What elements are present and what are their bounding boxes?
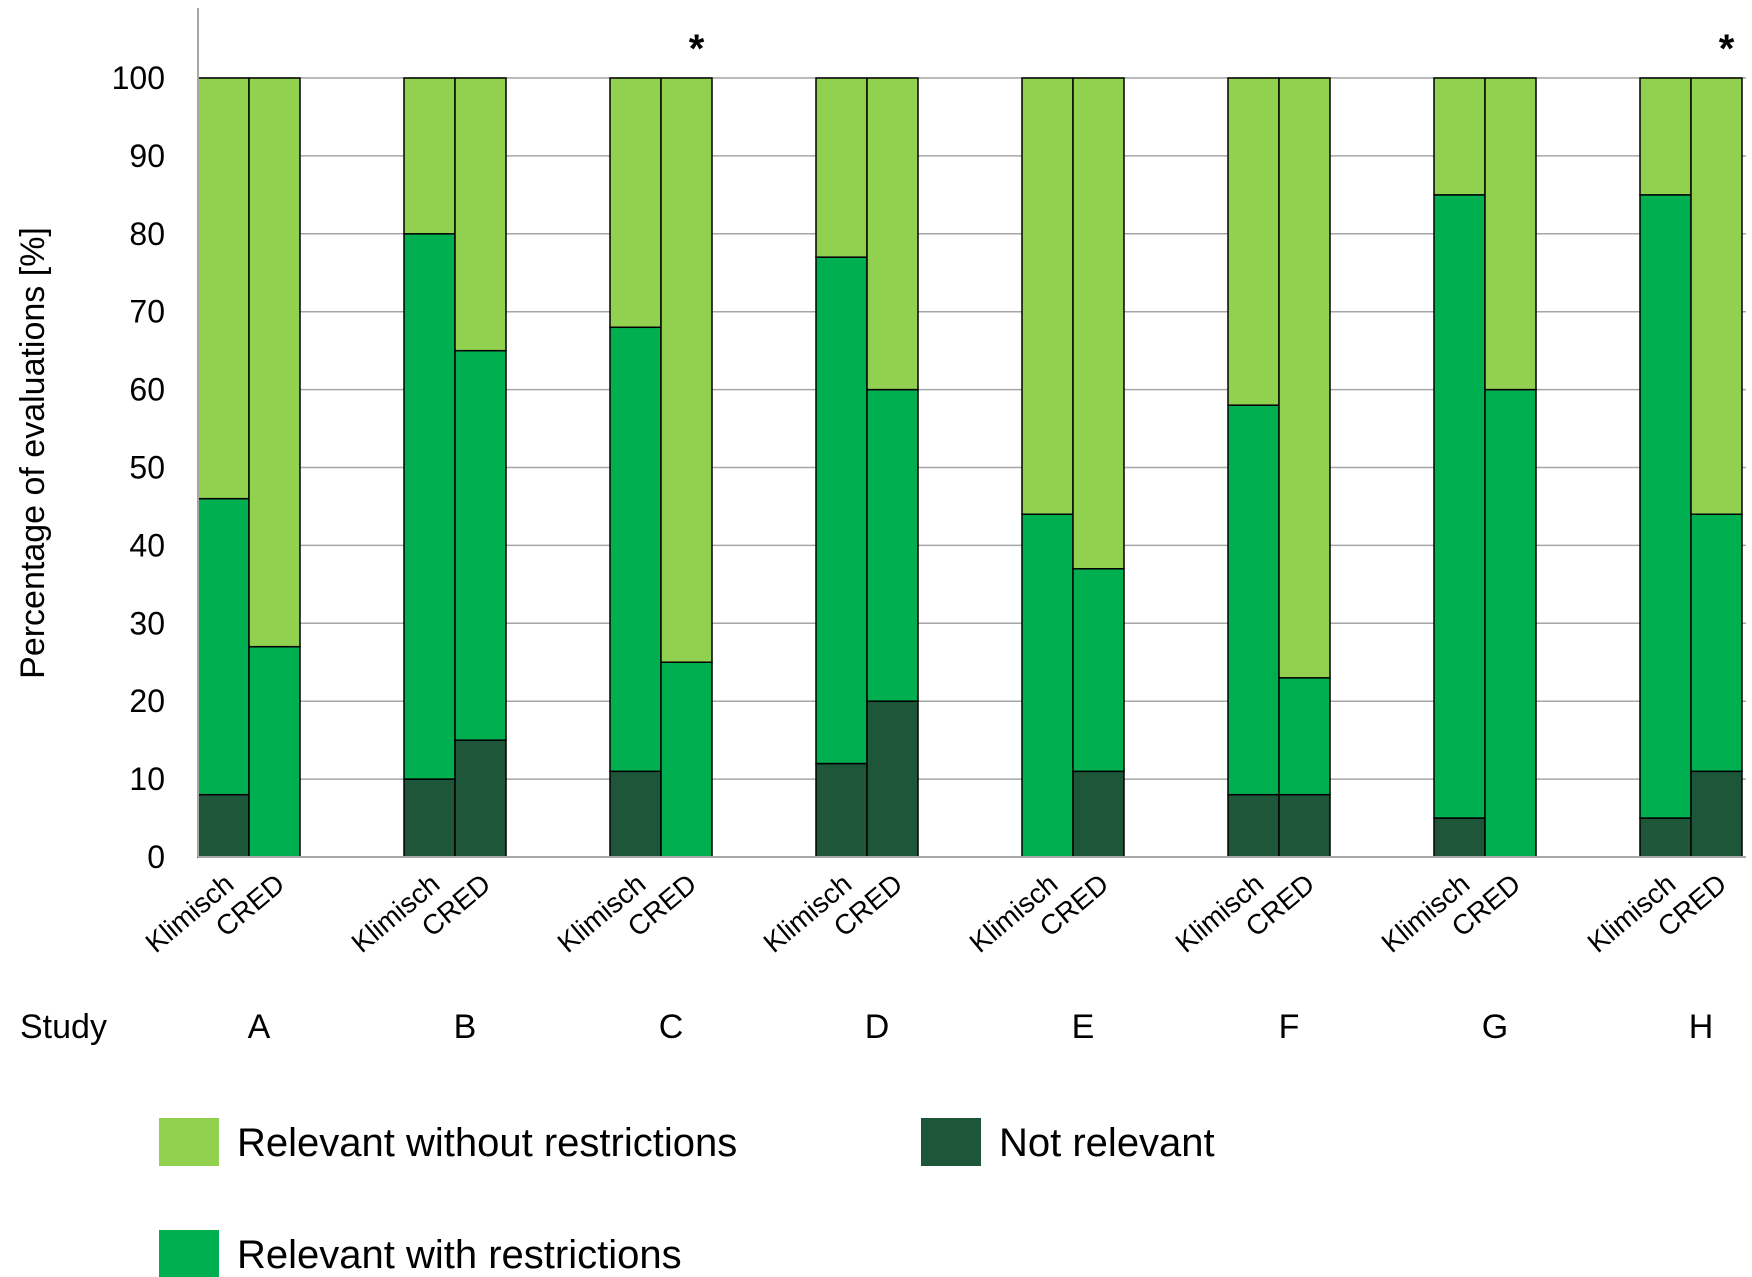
bar-segment-with-restrictions xyxy=(248,645,301,858)
legend-swatch-with-restrictions xyxy=(159,1230,219,1277)
study-label: D xyxy=(865,1008,890,1046)
bar-segment-with-restrictions xyxy=(1021,513,1074,858)
y-tick-label: 100 xyxy=(112,60,165,96)
bar-segment-not-relevant xyxy=(1639,817,1692,858)
bar-segment-with-restrictions xyxy=(403,233,456,780)
significance-marker: * xyxy=(1719,27,1735,71)
bar-segment-without-restrictions xyxy=(1072,77,1125,570)
y-tick-labels: 0 10 20 30 40 50 60 70 80 90 100 xyxy=(112,60,165,875)
bar-segment-not-relevant xyxy=(197,793,250,858)
study-label: A xyxy=(248,1008,271,1046)
bar-segment-with-restrictions xyxy=(1433,194,1486,819)
bar-segment-not-relevant xyxy=(454,739,507,858)
bar-segment-not-relevant xyxy=(1278,793,1331,858)
bar-segment-with-restrictions xyxy=(609,326,662,773)
significance-markers: * * xyxy=(689,27,1735,71)
bar-segment-with-restrictions xyxy=(1227,404,1280,796)
study-labels: A B C D E F G H xyxy=(248,1008,1714,1046)
bar-segment-without-restrictions xyxy=(1639,77,1692,196)
y-tick-label: 10 xyxy=(129,761,165,797)
y-tick-label: 0 xyxy=(147,839,165,875)
bar-segment-with-restrictions xyxy=(454,349,507,741)
bar-segment-without-restrictions xyxy=(197,77,250,500)
significance-marker: * xyxy=(689,27,705,71)
bar-segment-not-relevant xyxy=(1690,770,1743,858)
axes xyxy=(197,8,1746,858)
bar-segment-without-restrictions xyxy=(1690,77,1743,515)
bar-segment-with-restrictions xyxy=(660,661,713,858)
bar-segment-without-restrictions xyxy=(609,77,662,329)
bar-segment-with-restrictions xyxy=(1690,513,1743,773)
study-axis-label: Study xyxy=(20,1008,107,1046)
bar-segment-with-restrictions xyxy=(197,497,250,796)
study-label: F xyxy=(1279,1008,1300,1046)
bar-segment-not-relevant xyxy=(815,762,868,858)
y-tick-label: 20 xyxy=(129,683,165,719)
y-tick-label: 40 xyxy=(129,527,165,563)
bar-segment-without-restrictions xyxy=(1433,77,1486,196)
y-tick-label: 70 xyxy=(129,294,165,330)
bar-segment-with-restrictions xyxy=(1278,677,1331,796)
bar-segment-without-restrictions xyxy=(248,77,301,648)
bar-segment-with-restrictions xyxy=(866,388,919,702)
bar-segment-without-restrictions xyxy=(403,77,456,235)
study-label: B xyxy=(454,1008,477,1046)
study-label: E xyxy=(1072,1008,1095,1046)
bar-segment-without-restrictions xyxy=(1227,77,1280,406)
y-tick-label: 60 xyxy=(129,372,165,408)
y-tick-label: 80 xyxy=(129,216,165,252)
y-tick-label: 30 xyxy=(129,605,165,641)
study-label: H xyxy=(1689,1008,1714,1046)
bar-segment-without-restrictions xyxy=(454,77,507,352)
legend-swatch-without-restrictions xyxy=(159,1118,219,1166)
bar-segment-not-relevant xyxy=(866,700,919,858)
legend: Relevant without restrictions Relevant wi… xyxy=(159,1118,1215,1277)
bar-segment-without-restrictions xyxy=(1278,77,1331,679)
bar-segment-with-restrictions xyxy=(1484,388,1537,858)
y-tick-label: 50 xyxy=(129,450,165,486)
legend-label: Not relevant xyxy=(999,1121,1215,1165)
bar-segment-not-relevant xyxy=(1227,793,1280,858)
y-tick-label: 90 xyxy=(129,138,165,174)
bars xyxy=(197,77,1743,858)
bar-segment-with-restrictions xyxy=(1072,568,1125,773)
bar-segment-with-restrictions xyxy=(815,256,868,765)
y-axis-title: Percentage of evaluations [%] xyxy=(14,227,52,679)
bar-segment-not-relevant xyxy=(403,778,456,858)
bar-segment-without-restrictions xyxy=(1484,77,1537,391)
legend-label: Relevant with restrictions xyxy=(237,1233,682,1277)
bar-segment-not-relevant xyxy=(1433,817,1486,858)
bar-segment-not-relevant xyxy=(609,770,662,858)
bar-segment-without-restrictions xyxy=(815,77,868,258)
legend-label: Relevant without restrictions xyxy=(237,1121,737,1165)
bar-segment-with-restrictions xyxy=(1639,194,1692,819)
bar-segment-without-restrictions xyxy=(1021,77,1074,515)
bar-segment-without-restrictions xyxy=(866,77,919,391)
legend-swatch-not-relevant xyxy=(921,1118,981,1166)
study-label: C xyxy=(659,1008,684,1046)
study-label: G xyxy=(1482,1008,1508,1046)
bar-segment-not-relevant xyxy=(1072,770,1125,858)
bar-segment-without-restrictions xyxy=(660,77,713,663)
